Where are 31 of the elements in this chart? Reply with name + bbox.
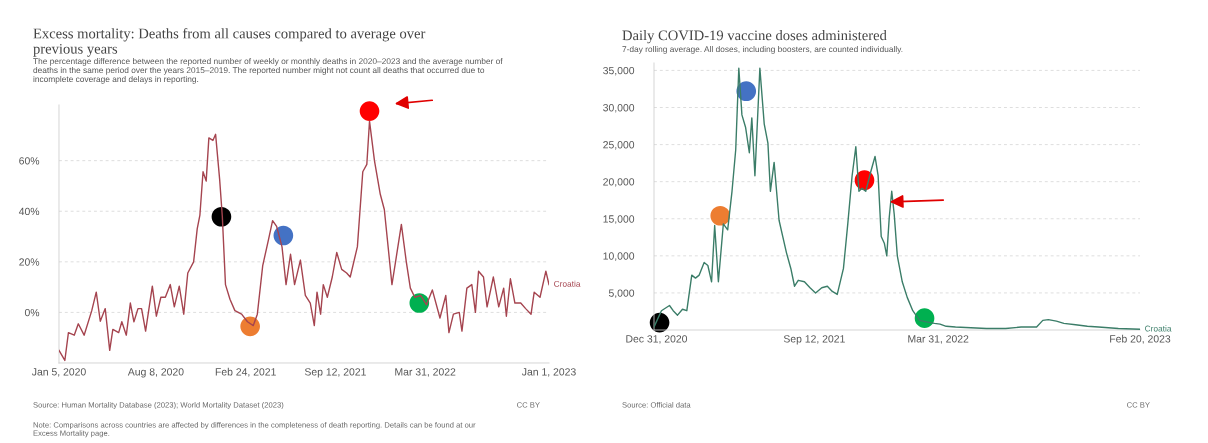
point <box>359 101 380 121</box>
chart-title: Excess mortality: Deaths from all causes compared to average over previous years <box>33 28 426 57</box>
y-tick-label: 35,000 <box>603 66 635 76</box>
x-tick-label: Aug 8, 2020 <box>127 368 184 378</box>
x-tick-label: Mar 31, 2022 <box>908 335 969 344</box>
chart-subtitle: The percentage difference between the reported number of weekly or monthly deaths in 2020–2023 and the average number of deaths in the same period over the years 2015–2019. The reported number might not count all deaths that occurred due to incomplete coverage and delays in reporting. <box>33 58 503 84</box>
x-tick-label: Sep 12, 2021 <box>783 335 845 345</box>
y-tick-label: 20% <box>19 258 40 266</box>
y-tick-label: 10,000 <box>603 252 635 261</box>
x-tick-label: Jan 5, 2020 <box>31 368 86 377</box>
x-tick-label: Dec 31, 2020 <box>626 335 688 344</box>
y-tick-label: 20,000 <box>603 178 635 187</box>
point <box>211 206 232 227</box>
chart-subtitle: 7-day rolling average. All doses, including boosters, are counted individually. <box>622 46 903 54</box>
point <box>710 205 731 226</box>
y-tick-label: 40% <box>18 207 40 216</box>
y-tick-label: 5,000 <box>608 289 635 299</box>
x-tick-label: Jan 1, 2023 <box>521 368 576 377</box>
y-tick-label: 0% <box>24 308 40 317</box>
series-label: Croatia <box>1145 325 1172 332</box>
y-tick-label: 30,000 <box>603 104 635 113</box>
x-tick-label: Feb 24, 2021 <box>215 367 276 377</box>
y-tick-label: 60% <box>19 157 40 165</box>
x-tick-label: Sep 12, 2021 <box>304 368 366 378</box>
x-tick-label: Mar 31, 2022 <box>395 368 456 377</box>
y-tick-label: 25,000 <box>603 141 635 150</box>
chart-title: Daily COVID-19 vaccine doses administered <box>622 30 887 44</box>
y-tick-label: 15,000 <box>603 215 635 224</box>
series-label: Croatia <box>554 280 581 287</box>
point <box>273 225 294 246</box>
x-tick-label: Feb 20, 2023 <box>1110 334 1171 344</box>
